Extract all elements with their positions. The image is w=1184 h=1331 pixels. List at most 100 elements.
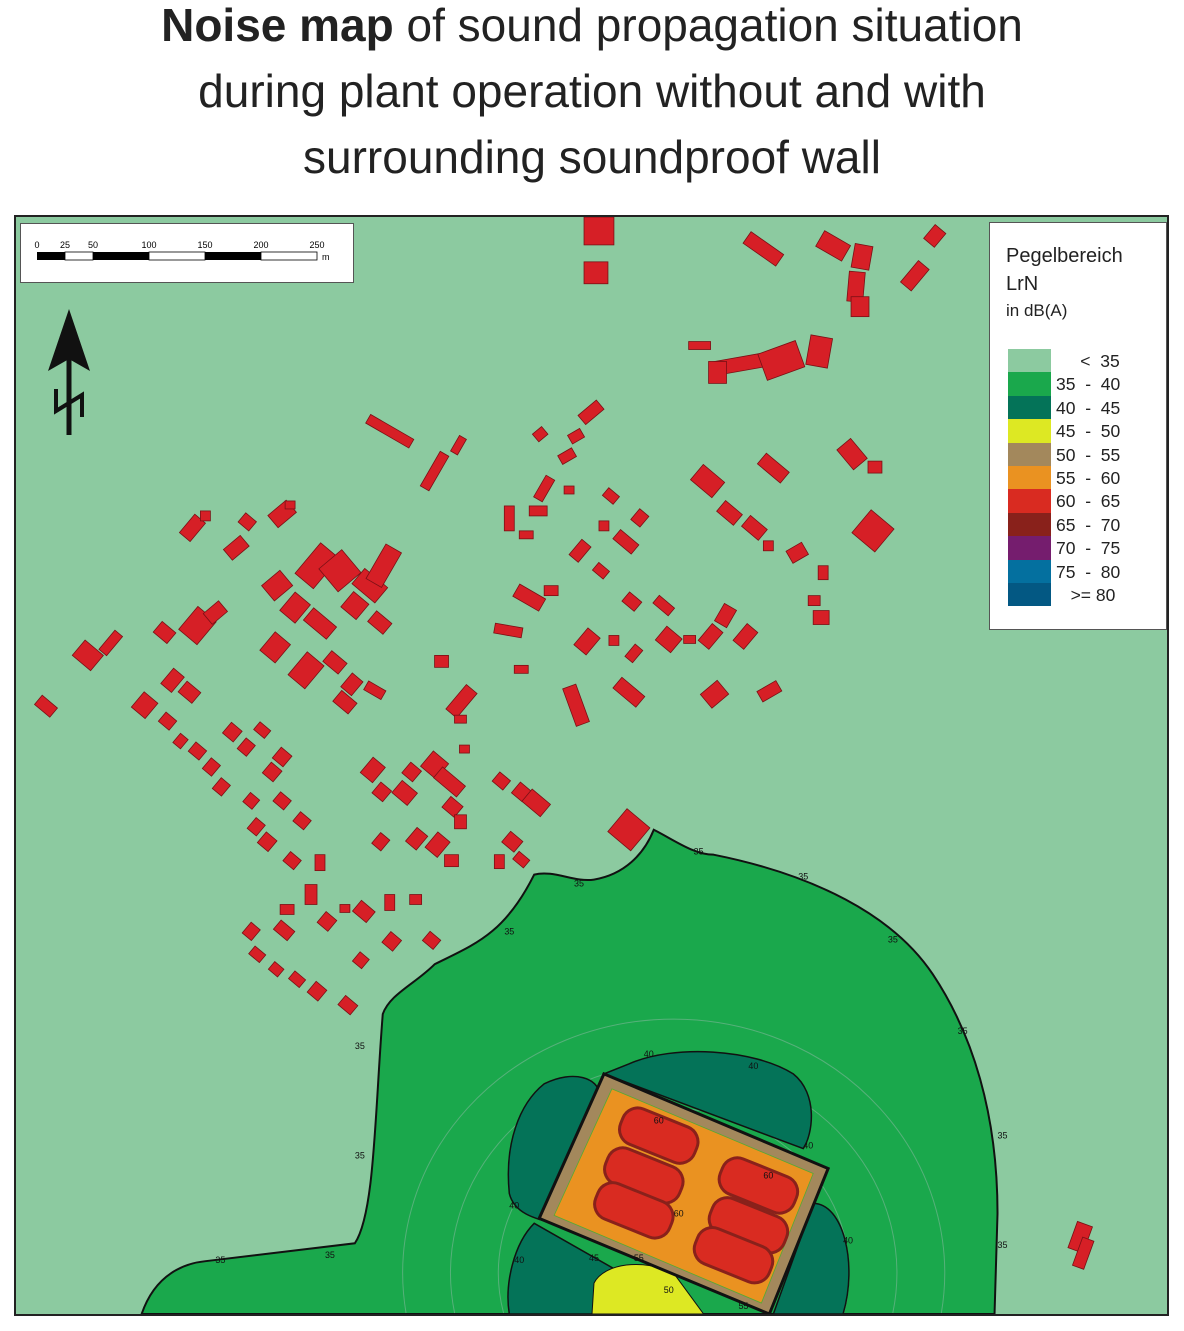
building (187, 741, 208, 761)
building (533, 474, 556, 503)
building (732, 623, 759, 650)
contour-label: 35 (998, 1240, 1008, 1250)
scale-tick-label: 25 (60, 240, 70, 250)
building (518, 530, 534, 540)
building (591, 561, 611, 580)
building (805, 334, 834, 369)
legend-label: 70 - 75 (1056, 538, 1121, 559)
title-line1: of sound propagation situation (393, 0, 1023, 51)
title-bold: Noise map (161, 0, 394, 51)
plant-source-block (692, 1226, 775, 1285)
legend-label: 65 - 70 (1056, 514, 1121, 535)
building (332, 689, 358, 715)
building (601, 487, 621, 505)
scale-tick-label: 200 (253, 240, 268, 250)
building (292, 811, 312, 831)
building (577, 399, 605, 426)
legend-swatch (1008, 419, 1051, 443)
contour-45-zone (591, 1263, 705, 1314)
building (812, 610, 830, 625)
building (433, 766, 467, 798)
legend-swatch (1008, 349, 1051, 373)
building (279, 904, 295, 915)
building (608, 635, 620, 646)
building (337, 994, 359, 1016)
building (287, 970, 307, 989)
building (434, 655, 449, 668)
building (624, 643, 644, 664)
building (528, 505, 548, 517)
building (314, 854, 326, 872)
legend-label: 45 - 50 (1056, 421, 1121, 442)
contour-label: 35 (574, 879, 584, 889)
building (1071, 1236, 1095, 1270)
building (152, 620, 177, 645)
building (267, 961, 285, 978)
building (689, 463, 726, 499)
legend-label: 40 - 45 (1056, 397, 1121, 418)
scale-tick-label: 50 (88, 240, 98, 250)
building (583, 261, 609, 285)
building (391, 779, 418, 806)
building (652, 594, 676, 617)
building (284, 500, 296, 510)
title-line3: surrounding soundproof wall (303, 131, 881, 183)
building (836, 437, 868, 471)
building (221, 721, 243, 743)
building (583, 217, 615, 246)
building (612, 676, 646, 708)
legend-label: 50 - 55 (1056, 444, 1121, 465)
building (807, 595, 821, 606)
building (573, 627, 601, 656)
contour-label: 40 (644, 1049, 654, 1059)
legend-swatch (1008, 512, 1051, 537)
building (271, 746, 293, 768)
building (339, 904, 351, 913)
building (742, 231, 785, 267)
legend-swatch (1008, 536, 1051, 560)
scale-bar: 0 25 50 100 150 200 250 m (20, 223, 354, 283)
building (261, 761, 283, 783)
building (222, 534, 250, 561)
building (340, 590, 370, 621)
building (598, 520, 610, 532)
scale-tick-label: 100 (141, 240, 156, 250)
building (708, 361, 727, 384)
building (621, 591, 643, 612)
building (261, 569, 294, 602)
building (409, 894, 423, 905)
building (441, 795, 464, 818)
building (365, 543, 403, 589)
building (459, 744, 470, 754)
building (454, 814, 467, 830)
noise-map[interactable]: 35 35 35 35 35 35 35 35 35 35 35 35 40 40 40 40 40 40 60 60… (14, 215, 1169, 1316)
building (351, 899, 376, 924)
building (130, 691, 159, 720)
legend-label: 55 - 60 (1056, 468, 1121, 488)
building (445, 683, 478, 719)
building (757, 340, 806, 381)
building (340, 672, 364, 697)
building (923, 224, 947, 248)
building (302, 607, 338, 640)
building (211, 777, 231, 797)
building (367, 610, 393, 635)
legend-subtitle: LrN (1006, 273, 1039, 295)
contour-label: 35 (798, 872, 808, 882)
building (259, 631, 292, 664)
contour-label: 35 (325, 1250, 335, 1260)
building (521, 788, 552, 818)
contour-label: 35 (215, 1255, 225, 1265)
building (33, 694, 59, 718)
building (444, 854, 459, 868)
scale-unit: m (322, 252, 330, 262)
building (424, 831, 451, 859)
legend-label: >= 80 (1056, 585, 1116, 605)
north-arrow-icon (48, 309, 90, 435)
building (365, 413, 415, 449)
building (272, 919, 296, 942)
building (851, 509, 895, 553)
building (237, 512, 258, 532)
building (699, 679, 730, 709)
building (815, 230, 852, 262)
